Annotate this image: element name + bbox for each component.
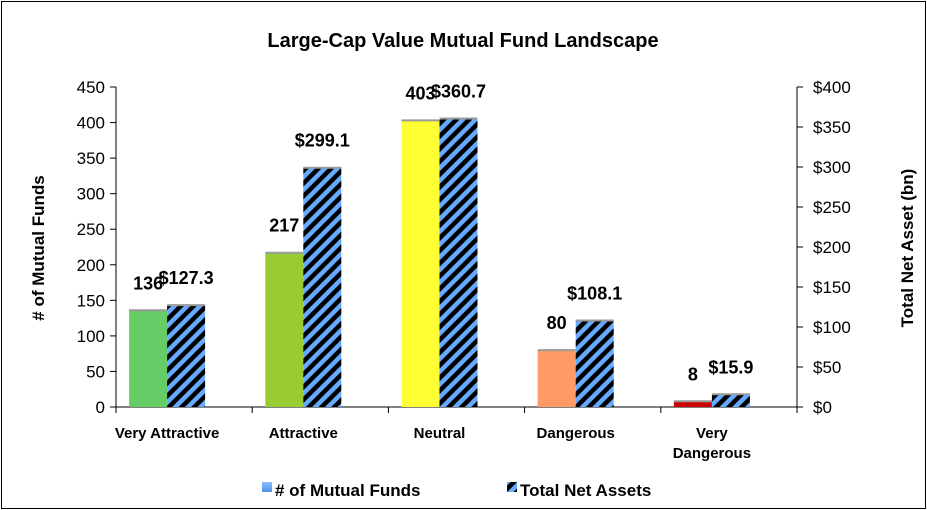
y-tick-label-left: 350	[77, 149, 105, 168]
y-tick-label-left: 150	[77, 291, 105, 310]
legend-swatch-mutual-funds	[262, 482, 272, 492]
y-tick-label-left: 300	[77, 185, 105, 204]
x-tick-label: Neutral	[414, 425, 466, 442]
bar-mutual-funds	[265, 252, 304, 407]
bar-total-net-assets	[575, 320, 614, 407]
bar-total-net-assets	[439, 118, 478, 407]
axes: 0 50 100 150 200 250 300 350 400 450 $0 $50 $100 $150…	[77, 78, 851, 462]
data-label-mutual-funds: 136	[133, 273, 163, 293]
x-tick-label: Very Attractive	[115, 425, 220, 442]
y-tick-label-left: 200	[77, 256, 105, 275]
data-labels: 136$127.3 217 $299.1 403$360.7 80$108.1 8 $15.…	[133, 81, 753, 384]
y-tick-label-right: $0	[813, 398, 832, 417]
bar-total-net-assets	[711, 394, 750, 407]
data-label-total-net-assets: $360.7	[431, 81, 486, 101]
x-tick-label: Dangerous	[537, 425, 615, 442]
bar-mutual-funds	[537, 350, 576, 407]
bar-mutual-funds	[673, 401, 712, 407]
y-axis-title-left: # of Mutual Funds	[29, 175, 48, 320]
y-tick-label-right: $300	[813, 158, 851, 177]
y-tick-label-right: $350	[813, 118, 851, 137]
data-label-mutual-funds: 80	[547, 313, 567, 333]
data-label-total-net-assets: $15.9	[708, 357, 753, 377]
legend-label-mutual-funds: # of Mutual Funds	[275, 481, 420, 500]
chart-title: Large-Cap Value Mutual Fund Landscape	[267, 30, 658, 52]
y-tick-label-right: $150	[813, 278, 851, 297]
y-tick-label-right: $400	[813, 78, 851, 97]
data-label-mutual-funds: 403	[405, 83, 435, 103]
x-tick-label: Very Dangerous	[673, 425, 751, 462]
bars	[129, 117, 750, 407]
y-tick-label-left: 100	[77, 327, 105, 346]
x-tick-label: Attractive	[269, 425, 338, 442]
y-tick-label-left: 450	[77, 78, 105, 97]
legend-label-net-assets: Total Net Assets	[520, 481, 651, 500]
y-tick-label-left: 400	[77, 114, 105, 133]
legend: # of Mutual Funds Total Net Assets	[262, 481, 651, 500]
y-tick-label-left: 0	[96, 398, 105, 417]
y-tick-label-right: $250	[813, 198, 851, 217]
bar-mutual-funds	[401, 120, 440, 407]
data-label-total-net-assets: $299.1	[295, 131, 350, 151]
y-tick-label-right: $100	[813, 318, 851, 337]
bar-total-net-assets	[167, 305, 206, 407]
data-label-mutual-funds: 217	[269, 216, 299, 236]
data-label-total-net-assets: $127.3	[159, 268, 214, 288]
data-label-total-net-assets: $108.1	[567, 284, 622, 304]
y-axis-title-right: Total Net Asset (bn)	[898, 169, 917, 328]
y-tick-label-left: 50	[86, 362, 105, 381]
bar-total-net-assets	[303, 167, 342, 407]
data-label-mutual-funds: 8	[688, 364, 698, 384]
bar-mutual-funds	[129, 310, 168, 407]
y-tick-label-left: 250	[77, 220, 105, 239]
y-tick-label-right: $50	[813, 358, 841, 377]
y-tick-label-right: $200	[813, 238, 851, 257]
legend-swatch-net-assets	[507, 482, 517, 492]
